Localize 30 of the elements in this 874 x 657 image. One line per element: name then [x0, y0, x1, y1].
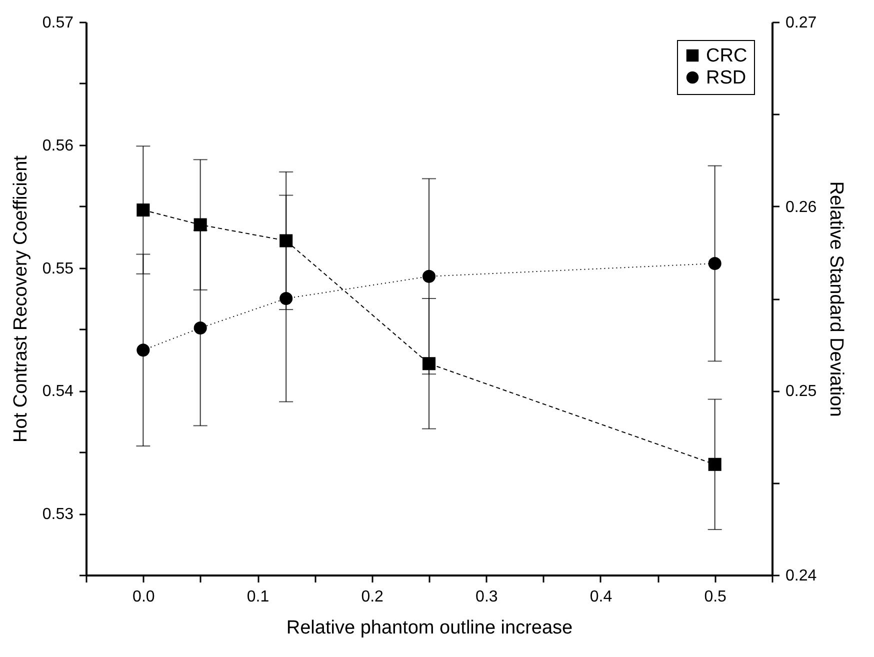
x-tick-label: 0.1 — [246, 588, 270, 606]
point — [422, 357, 436, 370]
point — [136, 204, 150, 217]
y-tick-label: 0.53 — [42, 506, 74, 524]
y2-tick-label: 0.25 — [786, 383, 817, 400]
legend-label: CRC — [706, 46, 748, 66]
legend-label: RSD — [706, 68, 746, 88]
y-tick-label: 0.54 — [42, 383, 74, 400]
y-tick-label: 0.56 — [42, 137, 74, 154]
y2-axis-title: Relative Standard Deviation — [826, 181, 847, 417]
y-tick-label: 0.57 — [42, 14, 74, 32]
point — [194, 321, 207, 334]
point — [280, 292, 293, 306]
y-tick-label: 0.55 — [42, 260, 74, 278]
x-tick-label: 0.3 — [476, 588, 498, 606]
point — [708, 256, 722, 270]
x-axis-title: Relative phantom outline increase — [286, 618, 573, 638]
x-tick-label: 0.5 — [704, 588, 727, 606]
x-tick-label: 0.2 — [361, 588, 384, 606]
point — [194, 218, 207, 232]
y-axis-title: Hot Contrast Recovery Coefficient — [10, 154, 32, 442]
y2-tick-label: 0.24 — [786, 568, 817, 584]
point — [708, 458, 722, 471]
point — [280, 234, 293, 248]
x-tick-label: 0.4 — [590, 588, 612, 606]
y2-tick-label: 0.27 — [786, 14, 817, 32]
point — [422, 270, 436, 283]
point — [136, 344, 150, 357]
x-tick-label: 0.0 — [132, 588, 155, 606]
y2-tick-label: 0.26 — [786, 198, 817, 216]
